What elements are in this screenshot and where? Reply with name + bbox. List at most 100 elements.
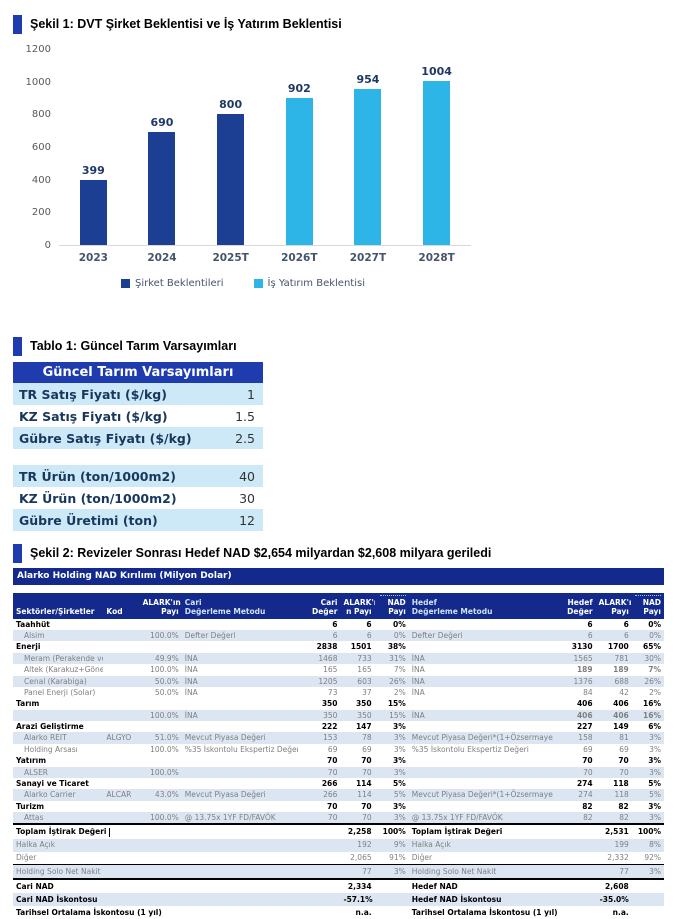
summary-right-label: Diğer	[408, 851, 596, 866]
title-bullet-icon	[13, 543, 22, 563]
cell-cari-deger: 70	[298, 766, 341, 778]
summary-cari-pct	[375, 879, 409, 893]
summary-hedef-pct: 8%	[631, 838, 664, 852]
cell-hedef-metod: Mevcut Piyasa Değeri*(1+Özsermaye Maliye…	[408, 789, 556, 801]
assumption-label: TR Ürün (ton/1000m2)	[13, 465, 208, 487]
header-line2: Değerleme Metodu	[184, 606, 266, 616]
cell-cari-alark-payi: 733	[340, 652, 375, 665]
summary-cari-pct	[374, 893, 409, 907]
cell-hedef-nad-payi: 3%	[631, 732, 664, 744]
nad-row: Arazi Geliştirme 222 147 3% 227 149 6%	[13, 721, 664, 732]
cell-kod	[103, 709, 140, 722]
cell-pay	[140, 721, 182, 732]
summary-left-label: Toplam İştirak Değeri	[13, 823, 341, 839]
cell-kod	[103, 755, 139, 766]
nad-summary-row: Diğer 2,065 91% Diğer 2,332 92%	[13, 851, 664, 866]
cell-cari-deger: 2838	[316, 642, 338, 652]
table1-heading: Tablo 1: Güncel Tarım Varsayımları	[13, 336, 664, 356]
cell-cari-nad-payi: 3%	[374, 812, 409, 825]
cell-cari-alark-payi: 147	[355, 722, 372, 732]
summary-hedef-value: 2,531	[595, 823, 632, 839]
cell-cari-alark-payi: 350	[355, 699, 372, 709]
assumption-label: KZ Satış Fiyatı ($/kg)	[19, 408, 168, 424]
y-tick-label: 600	[31, 142, 51, 153]
figure2-title: Şekil 2: Revizeler Sonrası Hedef NAD $2,…	[30, 546, 492, 560]
assumption-value: 2.5	[138, 427, 263, 449]
bar-2028T	[423, 81, 451, 245]
cell-kod	[103, 721, 139, 732]
cell-hedef-deger: 227	[576, 722, 593, 732]
summary-left-label: Diğer	[13, 851, 341, 866]
cell-name: Altek (Karakuz+Gönen)	[24, 665, 104, 675]
cell-pay: 51.0%	[139, 732, 182, 744]
cell-cari-nad-payi: 3%	[393, 744, 406, 754]
cell-hedef-nad-payi: 16%	[643, 699, 661, 709]
summary-cari-value: 2,334	[347, 882, 372, 892]
cell-pay: 50.0%	[139, 675, 182, 687]
nad-row: Alarko Carrier ALCAR 43.0% Mevcut Piyasa De…	[13, 789, 664, 801]
assumptions-table-prices: Güncel Tarım Varsayımları TR Satış Fiyat…	[13, 362, 263, 449]
y-tick-label: 200	[31, 207, 51, 219]
cell-hedef-nad-payi: 2%	[649, 687, 661, 697]
summary-hedef-value: 199	[595, 838, 632, 852]
cell-hedef-alark-payi: 688	[595, 675, 632, 687]
cell-cari-nad-payi: 31%	[374, 652, 409, 665]
bar-value-label: 690	[150, 116, 174, 130]
cell-pay: 43.0%	[139, 789, 182, 801]
assumptions-table-header: Güncel Tarım Varsayımları	[13, 362, 263, 383]
summary-cari-pct: 100%	[374, 823, 409, 839]
nad-column-header: Hedef Değer	[555, 593, 596, 619]
header-line1: ALARK'ı	[343, 598, 375, 607]
cell-cari-deger: 70	[327, 801, 338, 811]
y-tick-label: 1200	[25, 44, 51, 55]
cell-pay: 100.0%	[139, 766, 182, 778]
y-tick-label: 800	[31, 109, 51, 121]
figure2-heading: Şekil 2: Revizeler Sonrası Hedef NAD $2,…	[13, 543, 664, 563]
cell-cari-alark-payi: 70	[361, 756, 372, 766]
header-line2: Sektörler/Şirketler	[16, 606, 95, 616]
cell-cari-nad-payi: 0%	[393, 619, 406, 629]
assumption-value: 40	[208, 465, 263, 487]
cell-hedef-alark-payi: 70	[595, 766, 632, 778]
cell-hedef-metod	[409, 755, 556, 766]
assumption-label: Gübre Satış Fiyatı ($/kg)	[13, 427, 192, 449]
summary-cari-value: 2,258	[340, 823, 375, 839]
cell-hedef-nad-payi: 0%	[631, 630, 664, 642]
cell-hedef-alark-payi: 70	[618, 756, 629, 766]
cell-hedef-alark-payi: 149	[613, 722, 629, 732]
cell-name: Alarko REIT	[13, 732, 104, 744]
bar-slot-2027T: 954	[335, 50, 401, 245]
summary-cari-pct: 9%	[374, 838, 409, 852]
nad-table-band-title: Alarko Holding NAD Kırılımı (Milyon Dola…	[13, 568, 664, 585]
cell-hedef-metod	[409, 778, 556, 789]
table-row: KZ Ürün (ton/1000m2) 30	[13, 487, 263, 509]
cell-pay	[140, 778, 182, 789]
x-tick-label: 2027T	[349, 252, 387, 264]
cell-pay	[140, 801, 182, 812]
cell-cari-deger: 222	[321, 722, 338, 732]
cell-hedef-nad-payi: 0%	[648, 619, 661, 629]
header-line2: Değer	[312, 606, 338, 616]
chart-plot-area: 399 690 800 902 954 1004	[59, 50, 471, 246]
cell-hedef-deger: 406	[555, 709, 596, 722]
summary-left-label: Tarihsel Ortalama İskontosu (1 yıl)	[16, 908, 162, 918]
cell-name: Taahhüt	[16, 619, 50, 629]
cell-hedef-nad-payi: 3%	[649, 744, 661, 754]
summary-hedef-value: -35.0%	[595, 893, 632, 907]
cell-cari-nad-payi: 3%	[393, 801, 406, 811]
cell-pay: 100.0%	[150, 665, 179, 675]
nad-summary-row: Cari NAD 2,334 Hedef NAD 2,608	[13, 879, 664, 893]
legend-swatch-icon	[253, 279, 263, 288]
header-line1: NAD	[642, 598, 661, 607]
cell-kod	[103, 744, 139, 755]
nad-column-header: NAD Payı	[631, 593, 664, 619]
header-line1: ALARK'ın	[142, 598, 181, 607]
cell-hedef-alark-payi: 1700	[607, 642, 629, 652]
cell-pay: 100.0%	[150, 744, 179, 754]
nad-column-header: Cari Değer	[298, 593, 341, 619]
cell-pay: 100.0%	[139, 630, 182, 642]
cell-hedef-metod: Defter Değeri	[408, 630, 556, 642]
cell-cari-alark-payi: 1501	[350, 642, 372, 652]
nad-row: Tarım 350 350 15% 406 406 16%	[13, 698, 664, 709]
y-tick-label: 400	[31, 174, 51, 186]
